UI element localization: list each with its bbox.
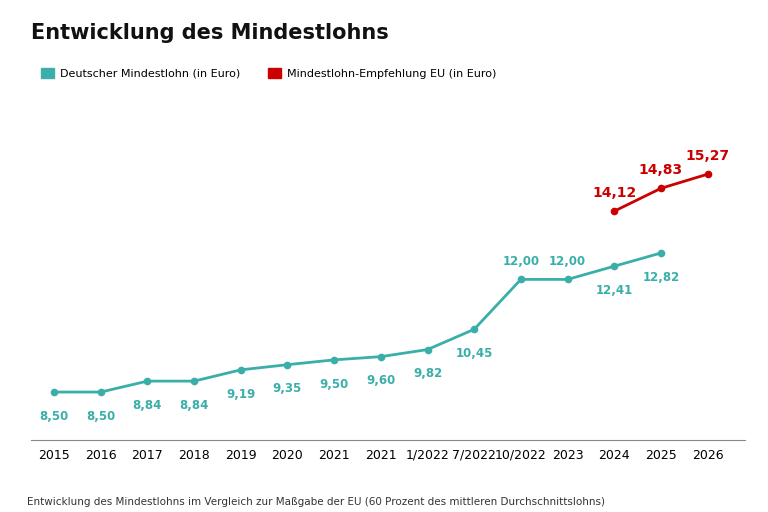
Text: 14,83: 14,83 bbox=[639, 163, 683, 177]
Text: 12,82: 12,82 bbox=[642, 271, 680, 284]
Text: 8,50: 8,50 bbox=[86, 410, 115, 423]
Text: 10,45: 10,45 bbox=[455, 347, 493, 360]
Text: 9,82: 9,82 bbox=[413, 367, 442, 380]
Text: 9,50: 9,50 bbox=[319, 377, 349, 391]
Text: 8,50: 8,50 bbox=[39, 410, 68, 423]
Text: 9,19: 9,19 bbox=[226, 388, 256, 400]
Text: 8,84: 8,84 bbox=[180, 399, 209, 412]
Text: 12,41: 12,41 bbox=[596, 284, 633, 297]
Text: 12,00: 12,00 bbox=[549, 255, 586, 268]
Text: 12,00: 12,00 bbox=[502, 255, 539, 268]
Text: 9,60: 9,60 bbox=[366, 374, 396, 388]
Legend: Deutscher Mindestlohn (in Euro), Mindestlohn-Empfehlung EU (in Euro): Deutscher Mindestlohn (in Euro), Mindest… bbox=[36, 64, 500, 83]
Text: 9,35: 9,35 bbox=[273, 382, 302, 395]
Text: 8,84: 8,84 bbox=[133, 399, 162, 412]
Text: Entwicklung des Mindestlohns: Entwicklung des Mindestlohns bbox=[31, 23, 389, 42]
Text: 15,27: 15,27 bbox=[686, 149, 730, 163]
Text: Entwicklung des Mindestlohns im Vergleich zur Maßgabe der EU (60 Prozent des mit: Entwicklung des Mindestlohns im Vergleic… bbox=[27, 497, 605, 507]
Text: 14,12: 14,12 bbox=[592, 186, 637, 200]
